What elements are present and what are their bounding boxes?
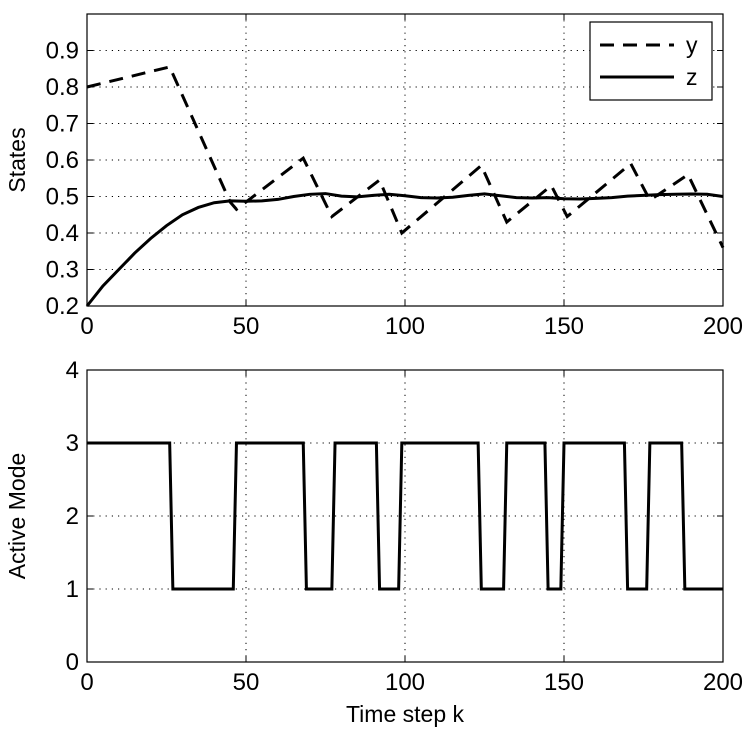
y-tick-label: 0 [66, 649, 79, 676]
x-tick-label: 50 [233, 313, 260, 340]
legend-label-z: z [686, 64, 698, 90]
y-axis-label: Active Mode [4, 453, 30, 580]
top-plot: 0 50 100 150 200 0.2 0.3 0.4 0.5 0.6 0.7 0.8 0.9 Stat… [4, 13, 743, 340]
x-tick-label: 200 [703, 669, 743, 696]
y-axis-label: States [4, 127, 30, 192]
y-tick-label: 0.6 [46, 147, 79, 174]
x-tick-label: 50 [233, 669, 260, 696]
legend-box [589, 21, 713, 101]
y-tick-label: 0.9 [46, 38, 79, 65]
legend-label-y: y [686, 32, 698, 58]
series-line-z [85, 192, 724, 307]
x-tick-label: 150 [544, 313, 584, 340]
y-tick-label: 0.8 [46, 74, 79, 101]
x-tick-label: 100 [385, 313, 425, 340]
x-tick-label: 0 [80, 669, 93, 696]
y-tick-label: 0.7 [46, 111, 79, 138]
x-tick-label: 100 [385, 669, 425, 696]
y-tick-label: 0.5 [46, 184, 79, 211]
y-tick-label: 4 [66, 357, 79, 384]
x-axis-label: Time step k [346, 701, 465, 727]
legend: yz [589, 21, 713, 101]
y-tick-label: 2 [66, 503, 79, 530]
y-tick-label: 0.4 [46, 220, 79, 247]
y-tick-label: 0.3 [46, 257, 79, 284]
x-tick-label: 200 [703, 313, 743, 340]
y-tick-label: 3 [66, 430, 79, 457]
x-tick-label: 0 [80, 313, 93, 340]
series-line-mode [87, 441, 723, 591]
axes-frame [86, 13, 724, 307]
x-tick-label: 150 [544, 669, 584, 696]
axes-frame [86, 369, 724, 663]
y-tick-label: 1 [66, 576, 79, 603]
bottom-plot: 0 50 100 150 200 0 1 2 3 4 Active Mode Time step k [4, 357, 743, 727]
y-tick-label: 0.2 [46, 293, 79, 320]
